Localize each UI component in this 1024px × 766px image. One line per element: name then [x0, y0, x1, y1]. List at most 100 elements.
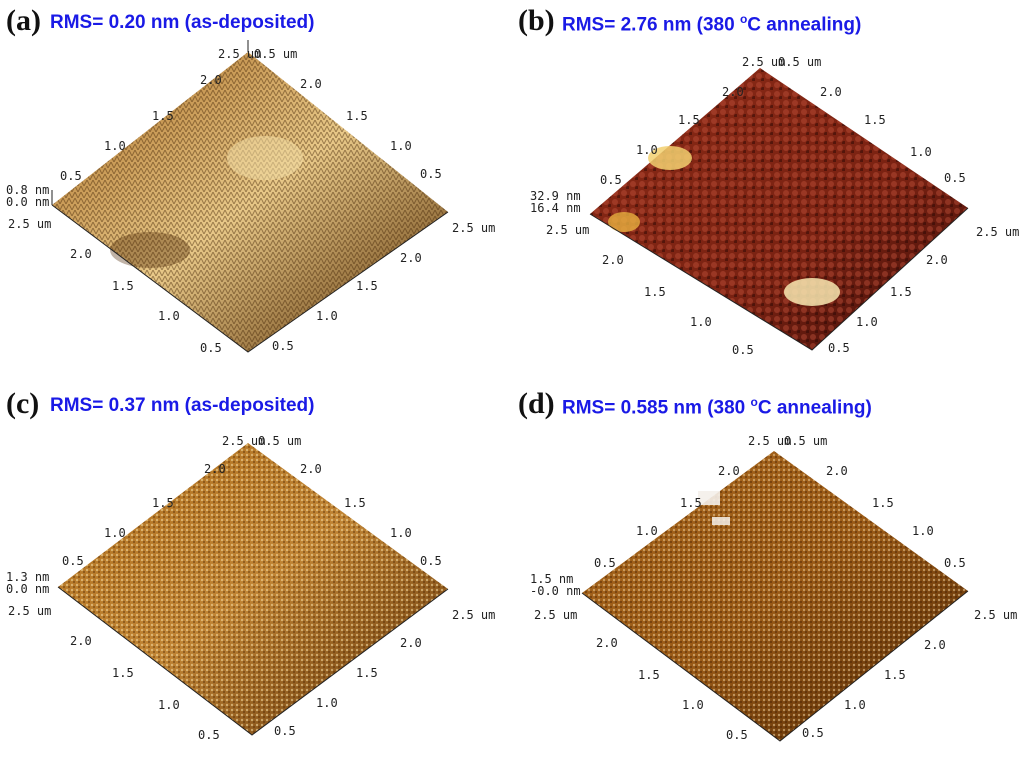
svg-text:1.0: 1.0	[690, 315, 712, 329]
svg-text:1.5: 1.5	[680, 496, 702, 510]
svg-text:0.0 nm: 0.0 nm	[6, 582, 49, 596]
svg-text:1.3 nm: 1.3 nm	[6, 570, 49, 584]
svg-text:0.5: 0.5	[420, 554, 442, 568]
svg-text:1.5 nm: 1.5 nm	[530, 572, 573, 586]
svg-text:1.0: 1.0	[390, 139, 412, 153]
svg-text:1.0: 1.0	[856, 315, 878, 329]
svg-text:1.5: 1.5	[112, 666, 134, 680]
z-min-label: 0.0 nm	[6, 195, 49, 209]
svg-text:2.0: 2.0	[926, 253, 948, 267]
svg-text:0.5: 0.5	[198, 728, 220, 742]
svg-text:2.0: 2.0	[204, 462, 226, 476]
svg-text:1.0: 1.0	[158, 309, 180, 323]
svg-text:0.5: 0.5	[600, 173, 622, 187]
svg-text:1.5: 1.5	[356, 279, 378, 293]
afm-panel-d: (d) RMS= 0.585 nm (380 oC annealing) 2.5…	[512, 383, 1024, 766]
svg-text:2.0: 2.0	[718, 464, 740, 478]
panel-letter: (c)	[6, 387, 40, 420]
svg-text:1.5: 1.5	[346, 109, 368, 123]
afm-panel-b: (b) RMS= 2.76 nm (380 oC annealing) 2.5 …	[512, 0, 1024, 383]
afm-surface-a	[51, 40, 449, 353]
svg-text:1.0: 1.0	[636, 524, 658, 538]
svg-text:0.5: 0.5	[944, 171, 966, 185]
svg-text:1.0: 1.0	[682, 698, 704, 712]
svg-text:2.5 um: 2.5 um	[452, 221, 495, 235]
svg-text:2.0: 2.0	[826, 464, 848, 478]
svg-text:0.5: 0.5	[62, 554, 84, 568]
svg-text:0.5: 0.5	[60, 169, 82, 183]
rms-caption: RMS= 0.37 nm (as-deposited)	[50, 395, 315, 416]
svg-text:0.5: 0.5	[944, 556, 966, 570]
corner-pair-label: 0.5 um	[254, 47, 297, 61]
axis-labels-a: 2.5 um 0.5 um 2.0 1.5 1.0 0.5 2.0 1.5 1.…	[6, 47, 495, 355]
svg-text:2.5 um: 2.5 um	[748, 434, 791, 448]
svg-text:-0.0 nm: -0.0 nm	[530, 584, 581, 598]
svg-text:1.0: 1.0	[158, 698, 180, 712]
svg-text:0.5: 0.5	[828, 341, 850, 355]
svg-text:1.0: 1.0	[844, 698, 866, 712]
svg-text:2.0: 2.0	[400, 636, 422, 650]
svg-text:0.5: 0.5	[420, 167, 442, 181]
rms-caption: RMS= 0.20 nm (as-deposited)	[50, 12, 315, 33]
svg-text:2.0: 2.0	[400, 251, 422, 265]
afm-surface-d	[581, 451, 969, 742]
afm-surface-c	[57, 443, 449, 736]
panel-letter: (b)	[518, 4, 555, 37]
svg-text:1.5: 1.5	[644, 285, 666, 299]
svg-text:0.5: 0.5	[200, 341, 222, 355]
svg-text:32.9 nm: 32.9 nm	[530, 189, 581, 203]
svg-text:2.0: 2.0	[70, 634, 92, 648]
svg-text:1.5: 1.5	[638, 668, 660, 682]
svg-text:2.0: 2.0	[602, 253, 624, 267]
svg-text:1.5: 1.5	[344, 496, 366, 510]
svg-text:0.5 um: 0.5 um	[784, 434, 827, 448]
svg-text:1.5: 1.5	[678, 113, 700, 127]
svg-text:2.5 um: 2.5 um	[976, 225, 1019, 239]
axis-labels-d: 2.5 um 0.5 um 2.0 1.5 1.0 0.5 2.0 1.5 1.…	[530, 434, 1017, 742]
svg-text:2.0: 2.0	[722, 85, 744, 99]
svg-text:2.0: 2.0	[300, 462, 322, 476]
corner-label: 2.5 um	[218, 47, 261, 61]
svg-text:2.5 um: 2.5 um	[8, 604, 51, 618]
svg-text:1.5: 1.5	[890, 285, 912, 299]
svg-text:1.0: 1.0	[910, 145, 932, 159]
svg-text:2.0: 2.0	[70, 247, 92, 261]
afm-panel-c: (c) RMS= 0.37 nm (as-deposited) 2.5 um 0…	[0, 383, 512, 766]
svg-text:0.5 um: 0.5 um	[778, 55, 821, 69]
svg-text:2.0: 2.0	[300, 77, 322, 91]
svg-text:1.5: 1.5	[152, 496, 174, 510]
svg-text:2.0: 2.0	[820, 85, 842, 99]
svg-text:2.5 um: 2.5 um	[222, 434, 265, 448]
svg-text:2.0: 2.0	[924, 638, 946, 652]
panel-letter: (a)	[6, 4, 41, 37]
svg-text:1.0: 1.0	[316, 696, 338, 710]
svg-text:2.5 um: 2.5 um	[452, 608, 495, 622]
svg-text:2.5 um: 2.5 um	[546, 223, 589, 237]
svg-text:1.5: 1.5	[864, 113, 886, 127]
svg-text:0.5 um: 0.5 um	[258, 434, 301, 448]
svg-text:1.5: 1.5	[112, 279, 134, 293]
svg-text:2.0: 2.0	[596, 636, 618, 650]
rms-caption: RMS= 2.76 nm (380 oC annealing)	[562, 12, 862, 36]
svg-text:1.0: 1.0	[636, 143, 658, 157]
svg-text:1.5: 1.5	[872, 496, 894, 510]
svg-text:1.0: 1.0	[316, 309, 338, 323]
svg-text:0.5: 0.5	[594, 556, 616, 570]
afm-surface-b	[589, 68, 969, 351]
svg-text:1.0: 1.0	[912, 524, 934, 538]
svg-text:1.0: 1.0	[104, 139, 126, 153]
svg-text:2.5 um: 2.5 um	[974, 608, 1017, 622]
svg-text:2.5 um: 2.5 um	[534, 608, 577, 622]
svg-text:0.5: 0.5	[732, 343, 754, 357]
panel-letter: (d)	[518, 387, 555, 420]
svg-text:1.5: 1.5	[356, 666, 378, 680]
svg-text:2.5 um: 2.5 um	[742, 55, 785, 69]
afm-panel-a: (a) RMS= 0.20 nm (as-deposited) 2.5 um 0…	[0, 0, 512, 383]
svg-text:0.5: 0.5	[272, 339, 294, 353]
axis-labels-b: 2.5 um 0.5 um 2.0 1.5 1.0 0.5 2.0 1.5 1.…	[530, 55, 1019, 357]
svg-text:16.4 nm: 16.4 nm	[530, 201, 581, 215]
rms-caption: RMS= 0.585 nm (380 oC annealing)	[562, 395, 872, 419]
svg-text:0.5: 0.5	[274, 724, 296, 738]
svg-text:2.5 um: 2.5 um	[8, 217, 51, 231]
svg-text:0.5: 0.5	[802, 726, 824, 740]
